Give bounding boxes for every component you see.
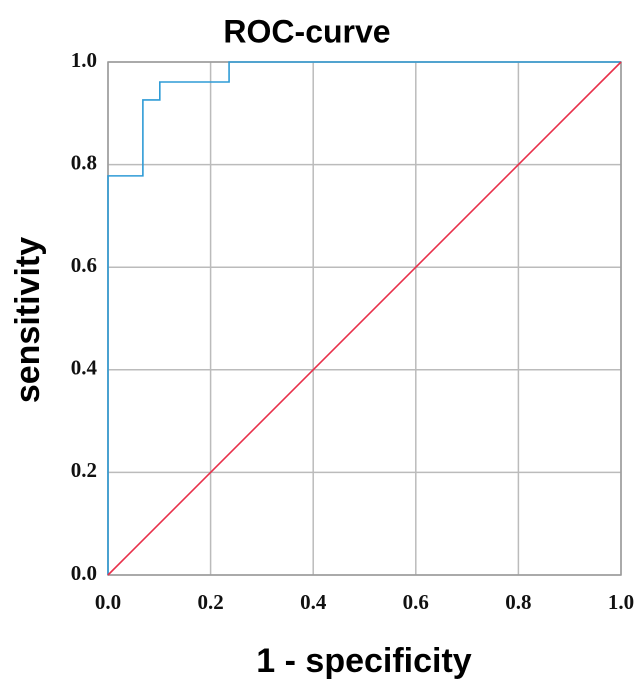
- y-tick-label: 0.2: [71, 458, 97, 482]
- series-line: [107, 61, 621, 575]
- x-tick-label: 0.2: [197, 590, 223, 614]
- x-tick-label: 0.4: [300, 590, 327, 614]
- y-tick-label: 0.0: [71, 561, 97, 585]
- x-tick-label: 0.0: [95, 590, 121, 614]
- y-tick-label: 0.6: [71, 253, 97, 277]
- x-axis-label: 1 - specificity: [256, 642, 472, 680]
- x-tick-label: 1.0: [608, 590, 634, 614]
- plot: [107, 61, 622, 576]
- chart-title: ROC-curve: [223, 13, 390, 49]
- y-tick-label: 0.4: [71, 356, 98, 380]
- y-tick-label: 0.8: [71, 150, 97, 174]
- series-line: [107, 61, 622, 576]
- y-tick-label: 1.0: [71, 48, 97, 72]
- x-tick-label: 0.8: [505, 590, 531, 614]
- x-tick-label: 0.6: [403, 590, 429, 614]
- y-axis-label: sensitivity: [9, 237, 47, 403]
